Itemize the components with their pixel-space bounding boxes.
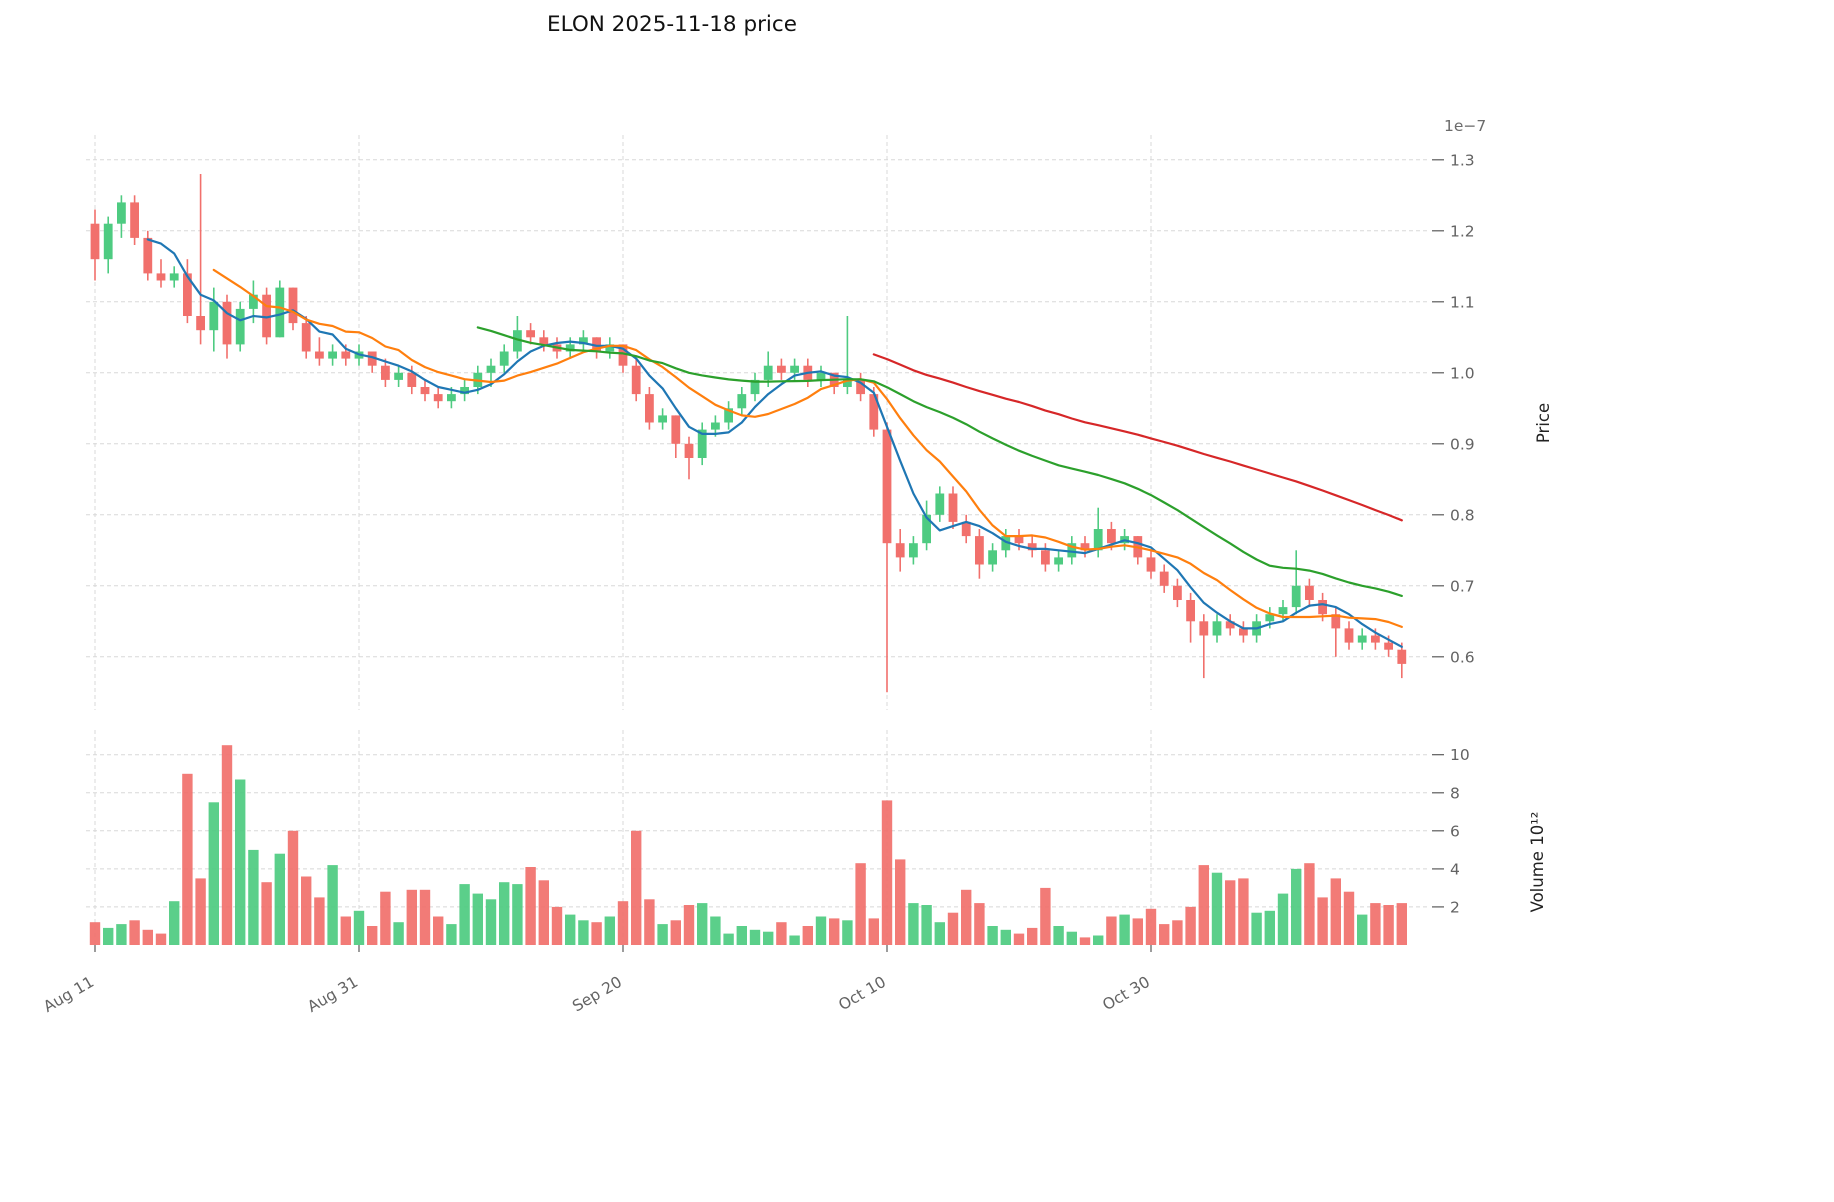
svg-text:1.3: 1.3 (1450, 151, 1475, 169)
svg-text:0.7: 0.7 (1450, 577, 1475, 595)
chart-title: ELON 2025-11-18 price (547, 12, 797, 37)
svg-text:10: 10 (1450, 746, 1470, 764)
svg-text:0.9: 0.9 (1450, 435, 1475, 453)
svg-text:Aug 31: Aug 31 (304, 973, 361, 1016)
svg-text:Aug 11: Aug 11 (40, 973, 97, 1016)
price-scale-offset-label: 1e−7 (1444, 117, 1486, 135)
volume-axis-label: Volume 10¹² (1528, 812, 1547, 913)
candle-bodies (90, 202, 1407, 664)
candle-wicks (94, 174, 1403, 693)
price-axis-label: Price (1534, 403, 1553, 443)
svg-text:1.0: 1.0 (1450, 364, 1475, 382)
svg-text:Sep 20: Sep 20 (569, 973, 625, 1016)
gridlines (86, 135, 1430, 945)
x-axis-tick-labels: Aug 11 Aug 31 Sep 20 Oct 10 Oct 30 (40, 973, 1153, 1016)
moving-average-lines (146, 238, 1403, 648)
svg-text:8: 8 (1450, 784, 1460, 802)
volume-bars (89, 745, 1407, 945)
svg-text:6: 6 (1450, 822, 1460, 840)
svg-text:2: 2 (1450, 898, 1460, 916)
svg-text:0.6: 0.6 (1450, 648, 1475, 666)
svg-text:Oct 10: Oct 10 (835, 973, 889, 1014)
svg-text:4: 4 (1450, 860, 1460, 878)
svg-text:0.8: 0.8 (1450, 506, 1475, 524)
axis-ticks: 0.6 0.7 0.8 0.9 1.0 1.1 1.2 1.3 2 4 6 8 10 (94, 151, 1475, 952)
svg-text:1.1: 1.1 (1450, 293, 1475, 311)
svg-text:1.2: 1.2 (1450, 222, 1475, 240)
svg-text:Oct 30: Oct 30 (1099, 973, 1153, 1014)
